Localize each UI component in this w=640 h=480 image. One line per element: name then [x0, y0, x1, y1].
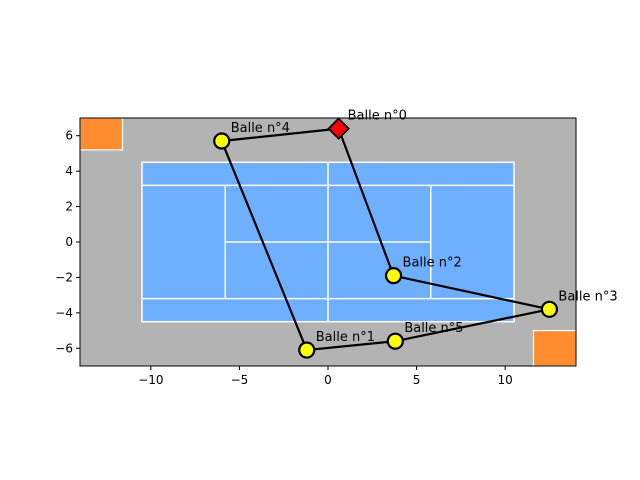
- ball-marker: [540, 300, 559, 318]
- x-tick-label: 0: [324, 373, 332, 387]
- ball-label: Balle n°4: [231, 121, 290, 136]
- y-tick-label: 2: [65, 200, 73, 214]
- ball-labels: Balle n°0 Balle n°1 Balle n°2 Balle n°3 Ball…: [231, 109, 618, 345]
- corner-box: [532, 329, 577, 367]
- ball-marker-start: [327, 117, 350, 140]
- tennis-court: [141, 161, 515, 323]
- ball-marker: [298, 341, 316, 359]
- y-tick-label: −2: [55, 270, 73, 284]
- y-tick-label: 0: [65, 235, 73, 249]
- y-tick-label: 6: [65, 129, 73, 143]
- x-tick-label: −10: [138, 373, 163, 387]
- ball-marker: [386, 332, 404, 350]
- ball-label: Balle n°3: [558, 289, 617, 304]
- ball-label: Balle n°5: [404, 321, 463, 336]
- ball-marker: [213, 132, 231, 150]
- y-tick-label: −6: [55, 341, 73, 355]
- corner-box: [79, 117, 124, 151]
- ball-label: Balle n°0: [348, 109, 407, 124]
- ball-label: Balle n°1: [316, 330, 375, 345]
- x-tick-label: 10: [498, 373, 513, 387]
- ball-label: Balle n°2: [403, 256, 462, 271]
- x-tick-label: 5: [413, 373, 421, 387]
- ball-marker: [384, 267, 403, 285]
- x-tick-label: −5: [231, 373, 249, 387]
- y-tick-label: −4: [55, 306, 73, 320]
- axes: −10 −5 0 5 10 −6 −4 −2 0 2 4 6: [55, 117, 577, 387]
- y-tick-label: 4: [65, 164, 73, 178]
- ball-markers: [213, 117, 559, 359]
